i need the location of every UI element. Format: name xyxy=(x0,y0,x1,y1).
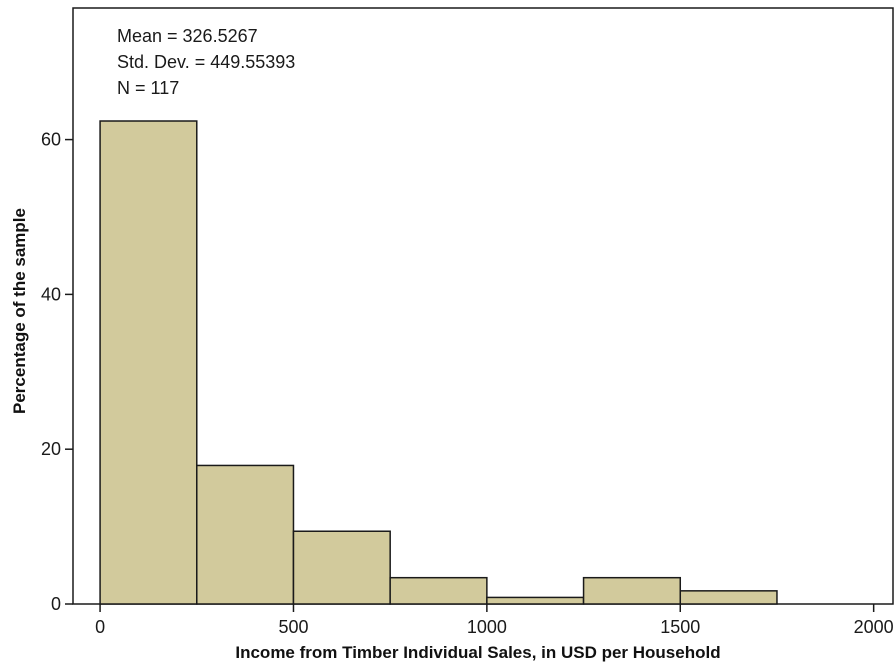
y-tick-label: 40 xyxy=(41,284,61,304)
x-axis-ticks: 0 500 1000 1500 2000 xyxy=(95,604,894,637)
histogram-bar xyxy=(99,120,198,605)
x-tick-label: 1500 xyxy=(660,617,700,637)
x-tick-label: 2000 xyxy=(854,617,894,637)
stat-std-dev: Std. Dev. = 449.55393 xyxy=(117,52,295,72)
histogram-bar xyxy=(486,596,585,605)
bars-layer xyxy=(99,120,778,605)
stat-mean: Mean = 326.5267 xyxy=(117,26,258,46)
y-axis-ticks: 0 20 40 60 xyxy=(41,130,73,614)
x-tick-label: 0 xyxy=(95,617,105,637)
y-tick-label: 20 xyxy=(41,439,61,459)
histogram-bar xyxy=(582,576,682,605)
histogram-bar xyxy=(389,576,488,605)
histogram-bar xyxy=(196,464,295,605)
y-tick-label: 60 xyxy=(41,130,61,150)
y-axis-title: Percentage of the sample xyxy=(10,208,29,414)
stat-n: N = 117 xyxy=(117,78,179,98)
histogram-bar xyxy=(292,530,391,605)
x-tick-label: 1000 xyxy=(467,617,507,637)
y-tick-label: 0 xyxy=(51,594,61,614)
x-tick-label: 500 xyxy=(278,617,308,637)
histogram-bar xyxy=(679,590,778,605)
x-axis-title: Income from Timber Individual Sales, in … xyxy=(235,643,720,662)
